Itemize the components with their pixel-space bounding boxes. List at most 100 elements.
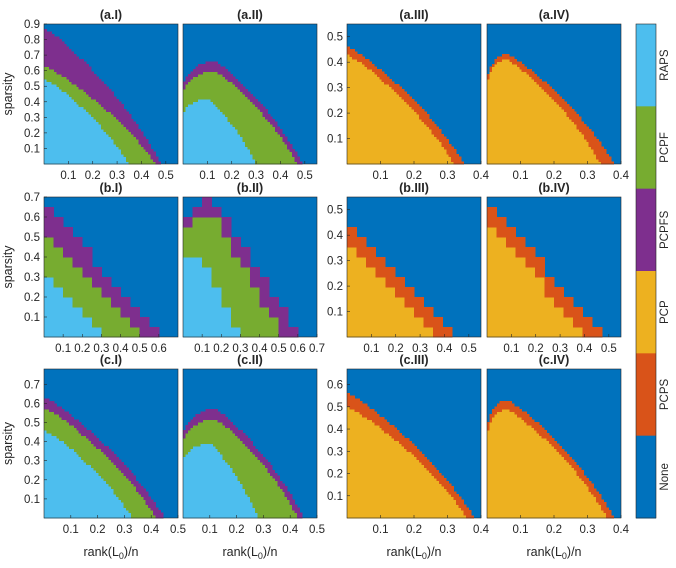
heatmap-cell xyxy=(504,104,508,107)
heatmap-cell xyxy=(135,146,139,150)
heatmap-cell xyxy=(379,109,383,112)
heatmap-cell xyxy=(364,86,368,90)
heatmap-cell xyxy=(364,59,368,62)
heatmap-cell xyxy=(282,151,286,155)
heatmap-cell xyxy=(431,131,435,135)
heatmap-cell xyxy=(366,89,370,92)
heatmap-cell xyxy=(529,76,533,80)
heatmap-cell xyxy=(349,91,353,95)
heatmap-cell xyxy=(46,59,50,62)
heatmap-cell xyxy=(210,114,214,117)
heatmap-cell xyxy=(252,114,256,117)
heatmap-cell xyxy=(63,114,67,117)
heatmap-cell xyxy=(366,101,370,105)
heatmap-cell xyxy=(217,89,221,92)
heatmap-cell xyxy=(78,111,82,115)
heatmap-cell xyxy=(215,96,219,100)
heatmap-cell xyxy=(63,124,67,127)
heatmap-cell xyxy=(511,141,515,145)
heatmap-cell xyxy=(491,151,495,155)
heatmap-cell xyxy=(133,139,137,142)
heatmap-cell xyxy=(404,119,407,122)
heatmap-cell xyxy=(128,146,132,150)
heatmap-cell xyxy=(48,34,52,37)
heatmap-cell xyxy=(78,146,82,150)
heatmap-cell xyxy=(414,159,417,162)
heatmap-cell xyxy=(202,134,206,137)
heatmap-cell xyxy=(78,159,82,162)
heatmap-cell xyxy=(359,54,363,57)
heatmap-cell xyxy=(111,124,114,127)
heatmap-cell xyxy=(401,146,405,150)
heatmap-cell xyxy=(225,149,229,152)
heatmap-cell xyxy=(354,121,358,125)
heatmap-cell xyxy=(534,156,538,160)
heatmap-cell xyxy=(44,74,47,77)
heatmap-cell xyxy=(521,131,525,135)
heatmap-cell xyxy=(143,159,147,162)
heatmap-cell xyxy=(524,109,528,112)
heatmap-cell xyxy=(58,86,62,90)
heatmap-cell xyxy=(103,136,107,140)
heatmap-cell xyxy=(504,154,508,157)
heatmap-cell xyxy=(526,81,530,85)
heatmap-cell xyxy=(225,144,229,147)
heatmap-cell xyxy=(531,94,535,97)
heatmap-cell xyxy=(195,71,199,75)
heatmap-cell xyxy=(487,136,490,140)
heatmap-cell xyxy=(113,159,117,162)
heatmap-cell xyxy=(359,69,363,72)
heatmap-cell xyxy=(384,131,388,135)
heatmap-cell xyxy=(235,106,238,110)
heatmap-cell xyxy=(369,139,373,142)
heatmap-cell xyxy=(514,124,518,127)
heatmap-cell xyxy=(245,156,248,160)
heatmap-cell xyxy=(292,156,296,160)
heatmap-cell xyxy=(426,144,430,147)
heatmap-cell xyxy=(68,56,72,60)
heatmap-cell xyxy=(212,149,216,152)
heatmap-cell xyxy=(185,149,189,152)
heatmap-cell xyxy=(264,126,268,130)
heatmap-cell xyxy=(215,86,219,90)
heatmap-cell xyxy=(366,111,370,115)
heatmap-cell xyxy=(73,59,77,62)
heatmap-cell xyxy=(426,146,430,150)
heatmap-cell xyxy=(61,104,65,107)
heatmap-cell xyxy=(499,114,503,117)
heatmap-cell xyxy=(205,156,209,160)
heatmap-cell xyxy=(499,74,503,77)
heatmap-cell xyxy=(406,101,410,105)
heatmap-cell xyxy=(98,81,102,85)
heatmap-cell xyxy=(269,159,273,162)
heatmap-cell xyxy=(371,79,375,82)
heatmap-cell xyxy=(426,136,430,140)
heatmap-cell xyxy=(356,54,360,57)
heatmap-cell xyxy=(66,54,70,57)
heatmap-cell xyxy=(220,116,224,120)
heatmap-cell xyxy=(448,151,452,155)
heatmap-cell xyxy=(66,151,70,155)
heatmap-cell xyxy=(245,94,248,97)
heatmap-cell xyxy=(192,69,196,72)
heatmap-cell xyxy=(192,111,196,115)
heatmap-cell xyxy=(140,134,144,137)
heatmap-cell xyxy=(404,114,407,117)
heatmap-cell xyxy=(361,109,365,112)
heatmap-cell xyxy=(128,151,132,155)
heatmap-cell xyxy=(83,91,87,95)
heatmap-cell xyxy=(44,39,47,42)
heatmap-cell xyxy=(366,134,370,137)
heatmap-cell xyxy=(113,106,117,110)
heatmap-cell xyxy=(418,146,422,150)
heatmap-cell xyxy=(250,144,253,147)
heatmap-cell xyxy=(56,146,60,150)
heatmap-cell xyxy=(215,104,219,107)
heatmap-cell xyxy=(361,96,365,100)
heatmap-cell xyxy=(81,149,85,152)
heatmap-cell xyxy=(138,149,142,152)
heatmap-cell xyxy=(232,134,236,137)
heatmap-cell xyxy=(51,131,55,135)
heatmap-cell xyxy=(48,39,52,42)
heatmap-cell xyxy=(247,129,251,132)
